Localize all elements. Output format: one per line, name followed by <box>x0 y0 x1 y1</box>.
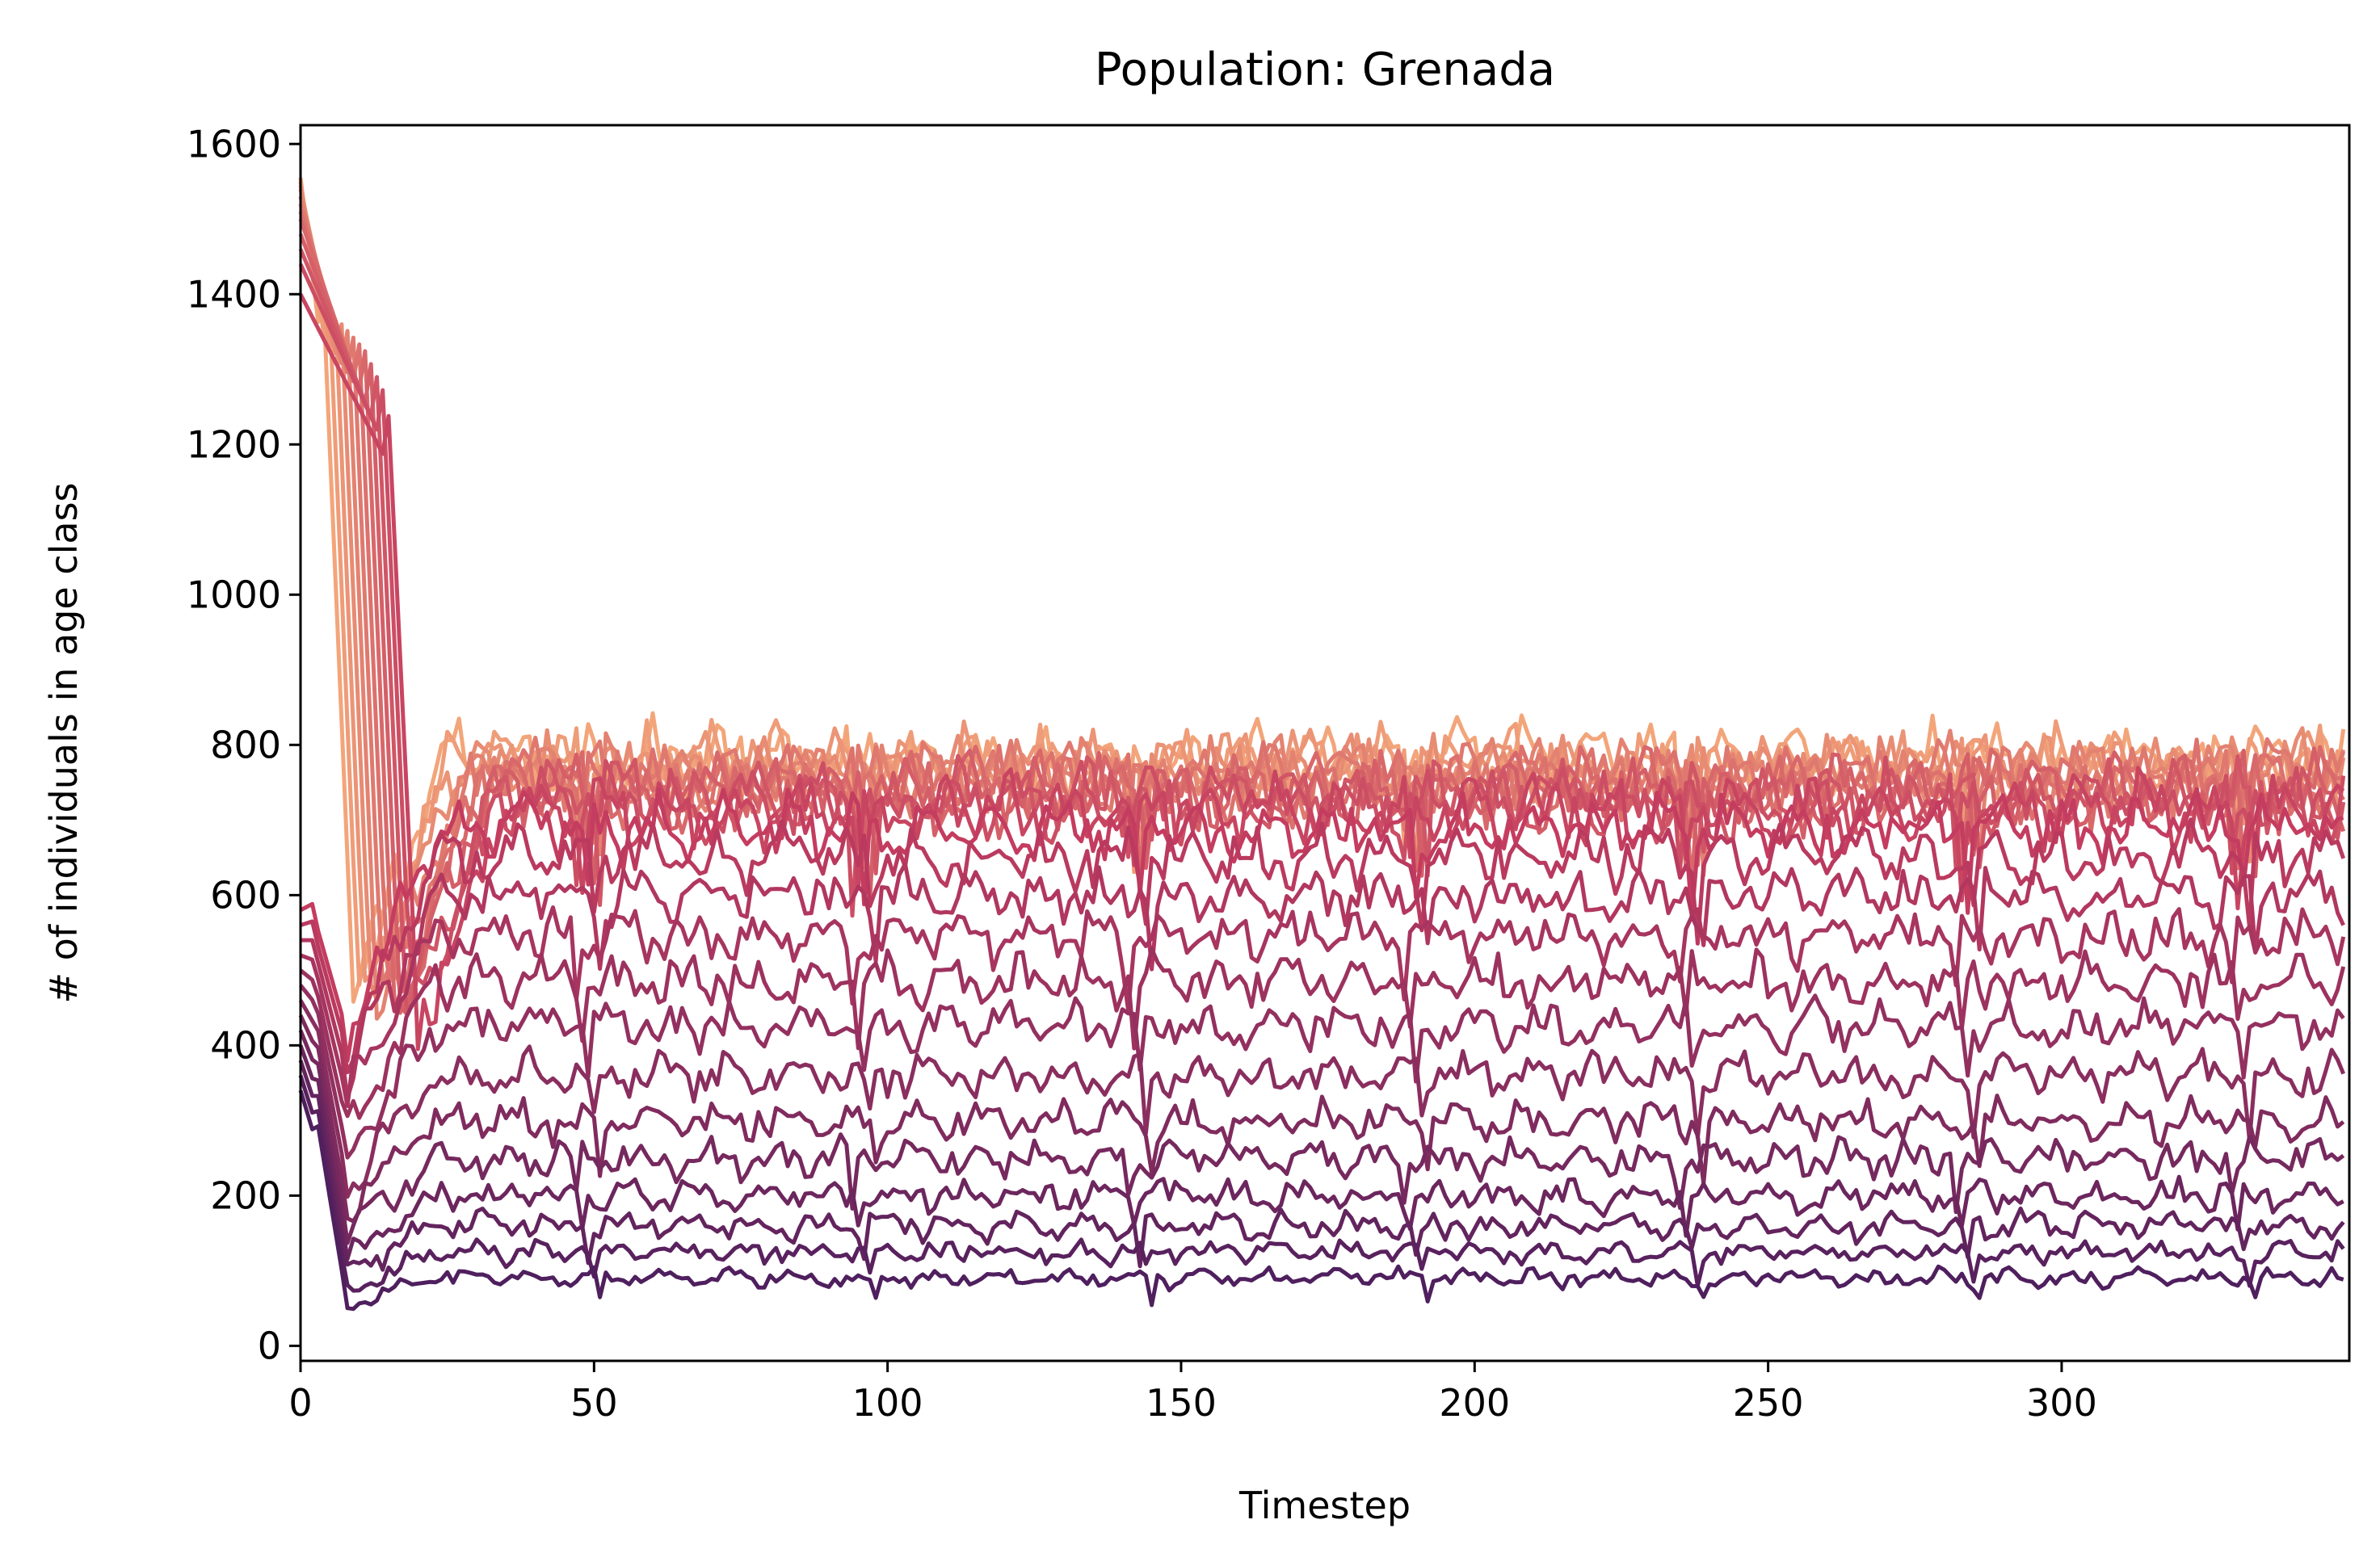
x-tick-label: 300 <box>2026 1381 2097 1425</box>
x-tick-label: 0 <box>288 1381 312 1425</box>
y-axis-label: # of individuals in age class <box>42 482 86 1003</box>
x-tick-label: 250 <box>1733 1381 1804 1425</box>
x-tick-label: 150 <box>1146 1381 1217 1425</box>
series-line-17 <box>299 984 2345 1160</box>
y-tick-label: 600 <box>210 873 281 917</box>
y-tick-label: 1600 <box>187 122 281 166</box>
plot-frame <box>299 124 2351 1362</box>
y-tick-label: 1200 <box>187 422 281 466</box>
x-tick-label: 200 <box>1439 1381 1510 1425</box>
y-tick-label: 800 <box>210 723 281 766</box>
series-line-15 <box>300 905 2346 1108</box>
series-line-21 <box>298 1044 2344 1262</box>
x-axis: 0 50 100 150 200 250 300 <box>288 1361 2097 1425</box>
series-line-24 <box>298 1089 2344 1312</box>
series-line-5 <box>298 204 2346 986</box>
series-line-19 <box>298 1014 2345 1224</box>
y-tick-label: 200 <box>210 1173 281 1217</box>
series-line-16 <box>299 947 2346 1120</box>
series-group <box>298 177 2346 1312</box>
x-axis-label: Timestep <box>1238 1484 1411 1527</box>
y-axis: 0 200 400 600 800 1000 1200 1400 1600 <box>187 122 301 1367</box>
x-tick-label: 100 <box>852 1381 923 1425</box>
chart-title: Population: Grenada <box>1095 44 1555 96</box>
series-line-23 <box>298 1074 2345 1293</box>
series-line-22 <box>298 1060 2345 1272</box>
y-tick-label: 0 <box>258 1324 281 1367</box>
y-tick-label: 1400 <box>187 272 281 316</box>
y-tick-label: 400 <box>210 1023 281 1067</box>
series-line-14 <box>301 862 2345 1101</box>
series-line-13 <box>300 817 2346 1075</box>
series-line-20 <box>298 1029 2345 1245</box>
series-line-18 <box>298 999 2346 1199</box>
y-tick-label: 1000 <box>187 573 281 616</box>
x-tick-label: 50 <box>570 1381 618 1425</box>
